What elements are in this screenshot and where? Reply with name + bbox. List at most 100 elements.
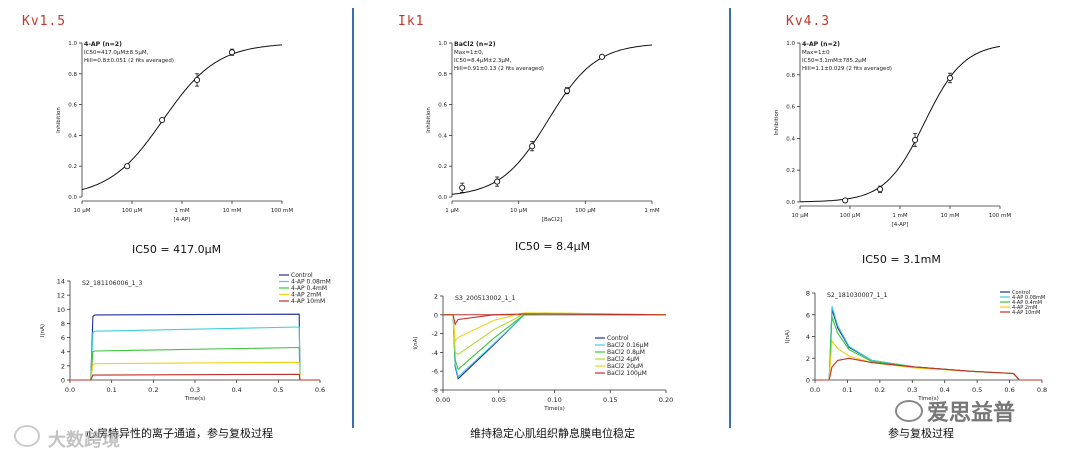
caption-kv43: 参与复极过程: [888, 427, 954, 440]
dose-1-xtick-label: 10 µM: [510, 208, 527, 214]
trace-0-ytick-label: 12: [57, 292, 65, 300]
trace-2-xtick-label: 0.2: [875, 386, 885, 394]
trace-0-xtick-label: 0.4: [231, 386, 241, 394]
dose-0-ytick-label: 0.6: [68, 103, 77, 109]
trace-2-series-line: [815, 309, 1042, 381]
trace-0-recording-label: S2_181106006_1_3: [82, 280, 143, 287]
dose-2-y-label: Inhibition: [774, 109, 780, 135]
trace-0-legend-entry: 4-AP 0.08mM: [291, 279, 331, 286]
trace-2-ytick-label: 0: [806, 377, 810, 385]
dose-2-ytick-label: 0.4: [786, 136, 795, 142]
trace-0-series-line: [70, 313, 320, 381]
dose-0-xtick-label: 10 mM: [223, 208, 242, 214]
trace-1-xtick-label: 0.10: [547, 396, 561, 404]
trace-1-series-line: [443, 313, 667, 326]
trace-1-legend-entry: BaCl2 4µM: [607, 356, 639, 363]
trace-0-ytick-label: 2: [61, 362, 65, 370]
dose-2-info-line: Hill=1.1±0.029 (2 fits averaged): [802, 66, 892, 72]
trace-0-series-line: [70, 326, 320, 381]
dose-2-info-line: IC50=3.1mM±785.2µM: [802, 58, 867, 64]
dose-1-data-point: [494, 178, 501, 185]
trace-1-x-label: Time(s): [543, 406, 565, 412]
dose-2-xtick-label: 100 µM: [840, 213, 861, 219]
dose-1-info-line: BaCl2 (n=2): [454, 41, 496, 48]
dose-0-xtick-label: 10 µM: [74, 208, 91, 214]
dose-0-data-point: [124, 163, 131, 170]
trace-2-recording-label: S2_181030007_1_1: [827, 292, 888, 299]
trace-1-xtick-label: 0.15: [603, 396, 617, 404]
trace-2-xtick-label: 0.4: [940, 386, 950, 394]
dose-2-ytick-label: 0.0: [786, 200, 795, 206]
trace-0-ytick-label: 4: [61, 348, 65, 356]
dose-1-info-line: IC50=8.4µM±2.3µM,: [454, 58, 512, 64]
trace-0-xtick-label: 0.2: [148, 386, 158, 394]
trace-0-ytick-label: 14: [57, 278, 65, 286]
dose-1-ytick-label: 0.0: [438, 195, 447, 201]
panel-divider-2: [729, 8, 731, 428]
dose-2-ytick-label: 0.6: [786, 105, 795, 111]
dose-1-ytick-label: 0.4: [438, 133, 447, 139]
trace-0-series-line: [70, 361, 320, 381]
dose-0-data-point: [194, 76, 201, 84]
dose-1-info-line: Max=1±0,: [454, 50, 484, 56]
dose-0-xtick-label: 1 mM: [174, 208, 190, 214]
trace-0-xtick-label: 0.0: [65, 386, 75, 394]
dose-0-y-label: Inhibition: [56, 107, 62, 133]
dose-2-info-line: Max=1±0: [802, 50, 830, 56]
trace-1-ytick-label: 2: [434, 293, 438, 301]
trace-1-legend-entry: BaCl2 100µM: [607, 370, 647, 377]
dose-1-x-label: [BaCl2]: [542, 217, 562, 223]
trace-2-ytick-label: 6: [806, 311, 810, 319]
trace-0-legend-entry: Control: [291, 272, 313, 279]
dose-2-xtick-label: 1 mM: [892, 213, 908, 219]
dose-1-fit-curve: [451, 44, 653, 195]
dose-0-x-label: [4-AP]: [174, 217, 191, 223]
dose-0-ytick-label: 0.8: [68, 72, 77, 78]
trace-0-ytick-label: 8: [61, 320, 65, 328]
trace-0-x-label: Time(s): [184, 396, 206, 402]
dose-2-data-point: [946, 74, 954, 82]
trace-2-x-label: Time(s): [917, 396, 939, 402]
trace-2-xtick-label: 0.5: [972, 386, 982, 394]
trace-2-series-line: [815, 357, 1042, 381]
dose-1-data-point: [459, 184, 466, 191]
dose-0-info-line: Hill=0.8±0.051 (2 fits averaged): [84, 58, 174, 64]
watermark-right: 爱思益普: [927, 401, 1016, 426]
trace-1-legend-entry: Control: [607, 335, 629, 342]
dose-1-xtick-label: 100 µM: [575, 208, 596, 214]
trace-0-legend-entry: 4-AP 10mM: [291, 298, 325, 305]
dose-1-ytick-label: 0.8: [438, 72, 447, 78]
trace-0-xtick-label: 0.1: [106, 386, 116, 394]
dose-2-ytick-label: 1.0: [786, 41, 795, 47]
trace-2-legend-entry: 4-AP 0.08mM: [1012, 295, 1045, 301]
dose-2-x-label: [4-AP]: [892, 222, 909, 228]
trace-1-legend-entry: BaCl2 20µM: [607, 363, 643, 370]
trace-0-xtick-label: 0.5: [273, 386, 283, 394]
trace-2-legend-entry: 4-AP 10mM: [1012, 310, 1040, 316]
panel-title-kv43: Kv4.3: [786, 14, 831, 29]
dose-2-xtick-label: 10 mM: [941, 213, 960, 219]
caption-kv15: 心房特异性的离子通道，参与复极过程: [86, 427, 273, 440]
trace-2-ytick-label: 8: [806, 290, 810, 298]
trace-2-ytick-label: 2: [806, 355, 810, 363]
dose-1-info-line: Hill=0.91±0.13 (2 fits averaged): [454, 66, 544, 72]
trace-1-xtick-label: 0.20: [659, 396, 673, 404]
trace-2-legend-entry: Control: [1012, 290, 1030, 296]
trace-0-series-line: [70, 373, 320, 381]
trace-1-xtick-label: 0.05: [492, 396, 506, 404]
dose-0-xtick-label: 100 µM: [122, 208, 143, 214]
trace-0-xtick-label: 0.3: [190, 386, 200, 394]
dose-0-ytick-label: 0.4: [68, 133, 77, 139]
wechat-logo-icon: [895, 400, 923, 422]
trace-0-xtick-label: 0.6: [315, 386, 325, 394]
ic50-ik1: IC50 = 8.4µM: [515, 240, 591, 253]
trace-0-legend-entry: 4-AP 0.4mM: [291, 285, 327, 292]
caption-ik1: 维持稳定心肌组织静息膜电位稳定: [470, 427, 635, 440]
dose-2-ytick-label: 0.8: [786, 73, 795, 79]
dose-1-data-point: [564, 87, 571, 94]
dose-1-ytick-label: 0.6: [438, 103, 447, 109]
dose-1-y-label: Inhibition: [426, 107, 432, 133]
trace-2-series-line: [815, 316, 1042, 381]
trace-0-ytick-label: 10: [57, 306, 65, 314]
